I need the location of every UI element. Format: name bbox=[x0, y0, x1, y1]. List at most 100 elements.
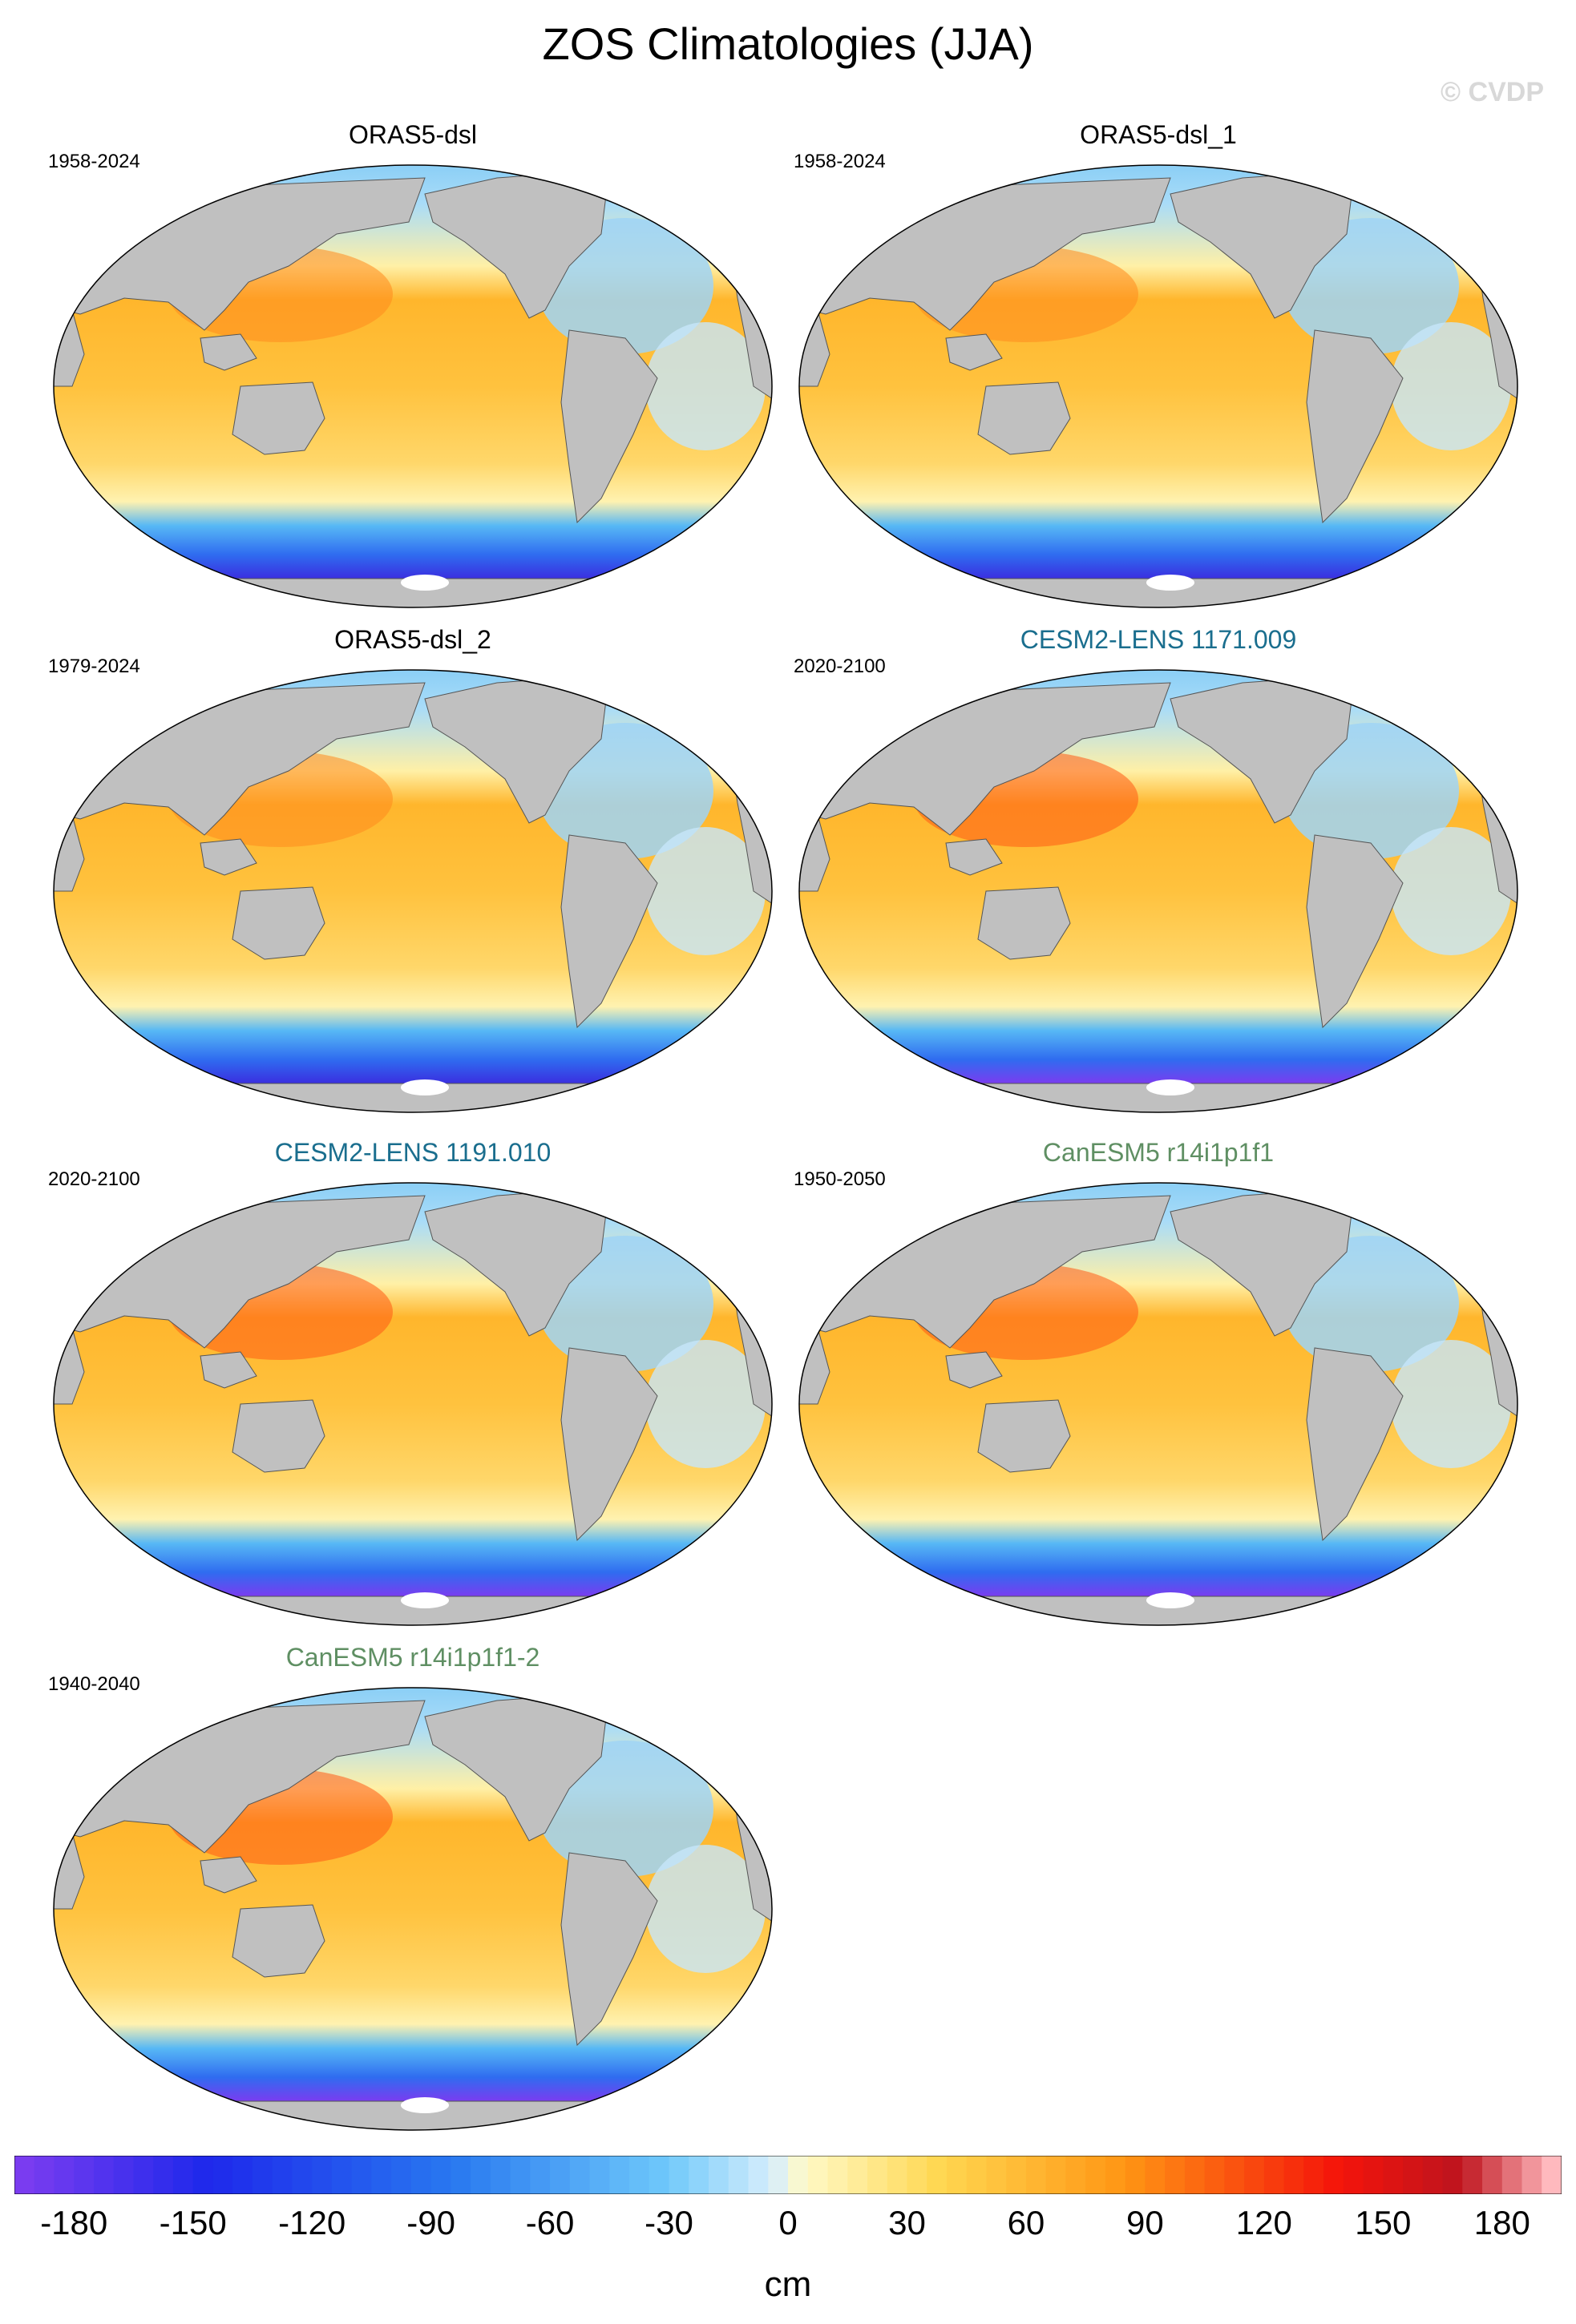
panel-title: CanESM5 r14i1p1f1 bbox=[1042, 1138, 1275, 1167]
map-outline bbox=[53, 164, 773, 608]
north-america bbox=[424, 169, 610, 319]
colorbar-bin bbox=[1045, 2156, 1066, 2194]
colorbar-bin bbox=[907, 2156, 927, 2194]
colorbar-bin bbox=[887, 2156, 907, 2194]
colorbar-bin bbox=[391, 2156, 412, 2194]
colorbar-bin bbox=[54, 2156, 75, 2194]
colorbar-bin bbox=[1442, 2156, 1463, 2194]
colorbar-bin bbox=[1323, 2156, 1344, 2194]
colorbar-bin bbox=[807, 2156, 828, 2194]
colorbar-bin bbox=[1025, 2156, 1047, 2194]
south-atlantic-low bbox=[645, 1340, 766, 1468]
robinson-map bbox=[53, 669, 773, 1113]
colorbar-bin bbox=[331, 2156, 353, 2194]
south-atlantic-low bbox=[645, 827, 766, 955]
panel-period: 1940-2040 bbox=[48, 1673, 140, 1695]
colorbar-bin bbox=[1244, 2156, 1265, 2194]
colorbar-bin bbox=[451, 2156, 471, 2194]
colorbar-bin bbox=[847, 2156, 868, 2194]
maritime-continent bbox=[200, 333, 257, 371]
colorbar-tick-label: 30 bbox=[888, 2204, 926, 2241]
greenland bbox=[1370, 165, 1436, 211]
colorbar-units: cm bbox=[764, 2265, 812, 2304]
colorbar-bin bbox=[748, 2156, 769, 2194]
colorbar-tick-label: -150 bbox=[159, 2204, 227, 2241]
colorbar-bin bbox=[946, 2156, 968, 2194]
colorbar-bin bbox=[1145, 2156, 1166, 2194]
figure-title: ZOS Climatologies (JJA) bbox=[542, 18, 1034, 69]
colorbar-bin bbox=[192, 2156, 213, 2194]
colorbar-tick-label: 150 bbox=[1355, 2204, 1412, 2241]
ice-shelf bbox=[1146, 575, 1194, 591]
map-panel: ORAS5-dsl_1 1958-2024 bbox=[794, 120, 1523, 617]
south-america bbox=[560, 1852, 658, 2047]
watermark: © CVDP bbox=[1441, 77, 1544, 107]
panel-period: 2020-2100 bbox=[794, 656, 886, 677]
map-panel: CESM2-LENS 1191.010 2020-2100 bbox=[48, 1138, 778, 1635]
panel-period: 2020-2100 bbox=[48, 1168, 140, 1190]
panel-period: 1958-2024 bbox=[794, 151, 886, 172]
map-outline bbox=[53, 1182, 773, 1626]
colorbar-tick-label: 0 bbox=[778, 2204, 798, 2241]
greenland bbox=[624, 670, 690, 716]
colorbar-bin bbox=[1501, 2156, 1523, 2194]
colorbar-bin bbox=[1184, 2156, 1206, 2194]
colorbar-bin bbox=[292, 2156, 313, 2194]
colorbar-bin bbox=[867, 2156, 888, 2194]
panel-period: 1958-2024 bbox=[48, 151, 140, 172]
colorbar-bin bbox=[530, 2156, 551, 2194]
colorbar-bin bbox=[768, 2156, 789, 2194]
colorbar-tick-label: 120 bbox=[1235, 2204, 1292, 2241]
ice-shelf bbox=[401, 1592, 449, 1608]
colorbar-bin bbox=[569, 2156, 591, 2194]
map-panel: ORAS5-dsl 1958-2024 bbox=[48, 120, 778, 617]
south-atlantic-low bbox=[645, 322, 766, 450]
colorbar-bin bbox=[172, 2156, 194, 2194]
map-outline bbox=[798, 164, 1518, 608]
colorbar-bin bbox=[510, 2156, 531, 2194]
north-america bbox=[424, 1692, 610, 1842]
south-america bbox=[1306, 329, 1404, 524]
colorbar-bin bbox=[1363, 2156, 1384, 2194]
robinson-map bbox=[798, 669, 1518, 1113]
colorbar-bin bbox=[1125, 2156, 1146, 2194]
colorbar-bin bbox=[371, 2156, 392, 2194]
colorbar-tick-label: -30 bbox=[645, 2204, 693, 2241]
map-outline bbox=[798, 669, 1518, 1113]
colorbar-bin bbox=[252, 2156, 273, 2194]
south-atlantic-low bbox=[645, 1845, 766, 1973]
panel-title: CESM2-LENS 1171.009 bbox=[1020, 625, 1297, 654]
panel-title: ORAS5-dsl_2 bbox=[334, 625, 491, 654]
colorbar-bin bbox=[430, 2156, 451, 2194]
robinson-map bbox=[798, 1182, 1518, 1626]
colorbar-bin bbox=[1085, 2156, 1106, 2194]
colorbar-bin bbox=[609, 2156, 630, 2194]
colorbar-bin bbox=[1105, 2156, 1126, 2194]
colorbar-bin bbox=[689, 2156, 709, 2194]
map-panel: CESM2-LENS 1171.009 2020-2100 bbox=[794, 625, 1523, 1122]
colorbar-tick-label: 180 bbox=[1473, 2204, 1530, 2241]
maritime-continent bbox=[945, 838, 1003, 876]
colorbar-bin bbox=[1283, 2156, 1304, 2194]
colorbar-tick-label: -180 bbox=[40, 2204, 108, 2241]
colorbar-bin bbox=[410, 2156, 432, 2194]
colorbar-bin bbox=[550, 2156, 571, 2194]
colorbar-tick-label: -60 bbox=[525, 2204, 575, 2241]
colorbar-bin bbox=[986, 2156, 1007, 2194]
south-america bbox=[1306, 1347, 1404, 1542]
colorbar-bin bbox=[153, 2156, 174, 2194]
map-outline bbox=[53, 669, 773, 1113]
maritime-continent bbox=[200, 1856, 257, 1894]
colorbar bbox=[14, 2156, 1562, 2194]
australia bbox=[977, 886, 1071, 960]
ice-shelf bbox=[401, 575, 449, 591]
colorbar-bin bbox=[1263, 2156, 1285, 2194]
south-america bbox=[560, 1347, 658, 1542]
south-atlantic-low bbox=[1391, 827, 1511, 955]
ice-shelf bbox=[401, 1079, 449, 1095]
ice-shelf bbox=[1146, 1079, 1194, 1095]
australia bbox=[232, 886, 325, 960]
colorbar-bin bbox=[827, 2156, 848, 2194]
map-outline bbox=[798, 1182, 1518, 1626]
colorbar-bin bbox=[649, 2156, 670, 2194]
